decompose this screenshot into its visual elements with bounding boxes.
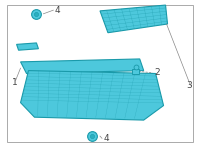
Polygon shape [132, 69, 139, 74]
Polygon shape [21, 59, 144, 74]
Polygon shape [21, 71, 164, 120]
Text: 1: 1 [12, 78, 17, 87]
Text: 2: 2 [155, 68, 160, 77]
Text: 4: 4 [54, 6, 60, 15]
Text: 3: 3 [187, 81, 192, 90]
Polygon shape [100, 5, 168, 33]
Text: 4: 4 [104, 134, 110, 143]
Polygon shape [17, 43, 38, 50]
